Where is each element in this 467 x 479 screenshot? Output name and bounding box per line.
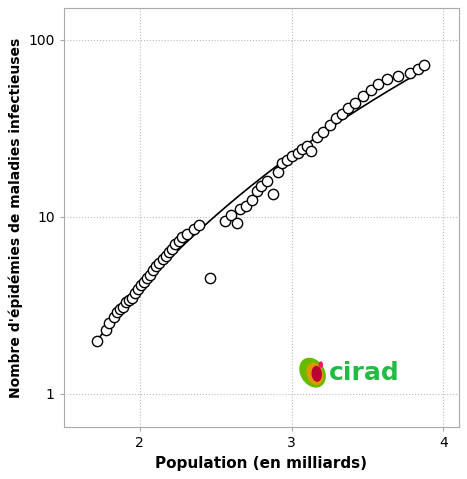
Point xyxy=(178,233,186,240)
Point xyxy=(308,147,315,155)
Point xyxy=(141,278,148,285)
Text: cirad: cirad xyxy=(329,361,400,385)
Point xyxy=(320,128,327,136)
Point xyxy=(263,177,271,184)
Point xyxy=(352,99,359,106)
Point xyxy=(269,190,277,197)
Point xyxy=(233,219,241,227)
Point xyxy=(332,114,340,122)
Point xyxy=(383,75,391,83)
Point xyxy=(122,298,130,306)
Point xyxy=(294,149,301,157)
Point xyxy=(420,61,427,68)
Point xyxy=(338,110,346,118)
Point xyxy=(106,319,113,327)
Point xyxy=(156,259,163,267)
Point xyxy=(274,168,282,175)
Point xyxy=(367,86,375,94)
Point xyxy=(171,240,178,248)
Point xyxy=(125,296,133,304)
Point xyxy=(176,237,183,245)
Point xyxy=(191,226,198,233)
Point xyxy=(227,211,234,219)
Point xyxy=(288,152,295,160)
Y-axis label: Nombre d'épidémies de maladies infectieuses: Nombre d'épidémies de maladies infectieu… xyxy=(8,37,23,398)
Point xyxy=(116,306,124,313)
Point xyxy=(110,314,118,321)
Point xyxy=(159,255,166,262)
Point xyxy=(206,274,213,282)
Point xyxy=(113,308,120,316)
Ellipse shape xyxy=(299,358,326,388)
Point xyxy=(134,285,142,293)
Point xyxy=(128,294,136,301)
Point xyxy=(131,289,139,297)
Point xyxy=(359,92,367,100)
Ellipse shape xyxy=(318,361,323,368)
Ellipse shape xyxy=(306,363,324,385)
Point xyxy=(414,65,421,73)
Point xyxy=(375,80,382,88)
Point xyxy=(406,69,414,77)
Point xyxy=(221,217,228,225)
Point xyxy=(143,274,151,282)
Point xyxy=(279,160,286,167)
Point xyxy=(298,146,306,153)
Point xyxy=(314,134,321,141)
Point xyxy=(93,337,101,344)
Point xyxy=(326,121,333,129)
Point xyxy=(394,72,402,80)
Point xyxy=(253,187,261,194)
Point xyxy=(103,326,110,334)
Point xyxy=(147,271,154,279)
Point xyxy=(165,249,172,256)
Point xyxy=(149,266,157,274)
Point xyxy=(119,303,127,311)
Point xyxy=(195,221,203,228)
Point xyxy=(236,205,244,213)
Point xyxy=(257,182,265,189)
Point xyxy=(283,156,291,163)
Point xyxy=(303,142,311,150)
Ellipse shape xyxy=(311,366,322,382)
Point xyxy=(183,230,191,238)
Point xyxy=(168,245,176,252)
Point xyxy=(248,196,256,204)
Point xyxy=(153,262,160,269)
X-axis label: Population (en milliards): Population (en milliards) xyxy=(155,456,367,471)
Point xyxy=(242,202,250,210)
Point xyxy=(344,104,352,112)
Point xyxy=(162,252,169,260)
Point xyxy=(137,282,145,289)
